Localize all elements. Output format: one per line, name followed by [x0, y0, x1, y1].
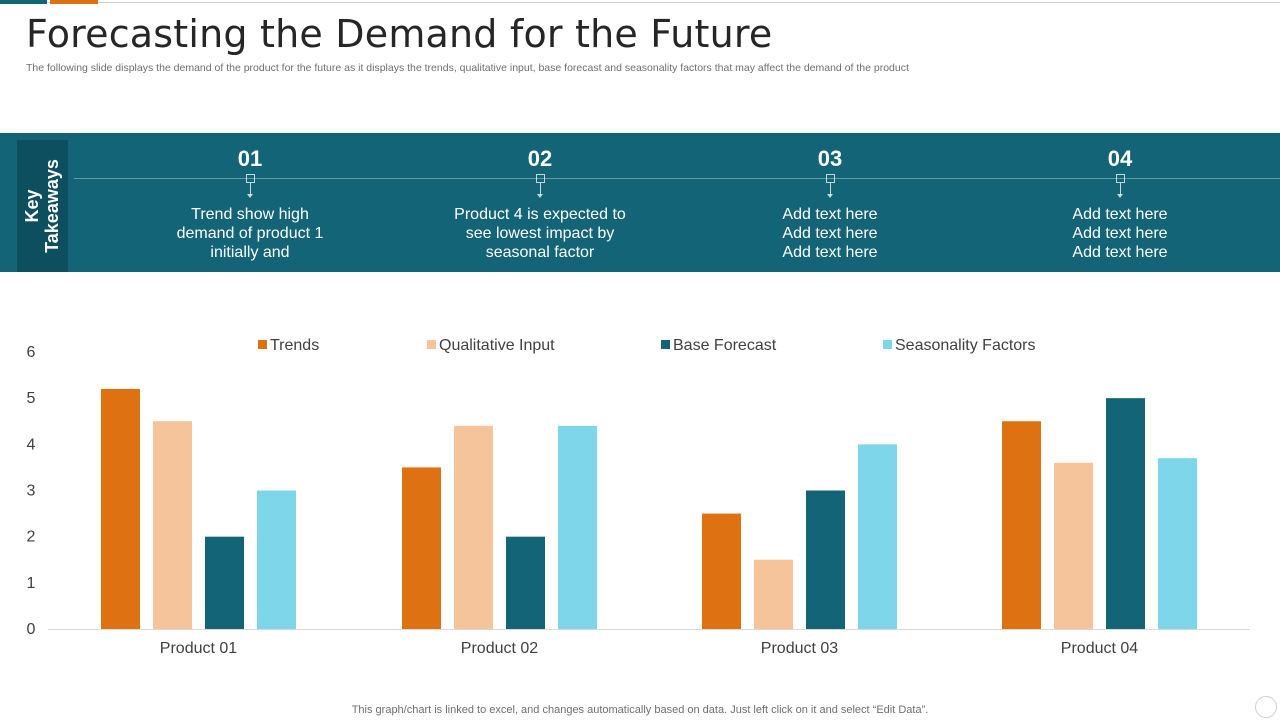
accent-bar-orange	[50, 0, 98, 4]
square-marker-icon	[535, 174, 545, 183]
takeaway-2: 02 Product 4 is expected to see lowest i…	[440, 145, 640, 262]
bar-qualitative-input[interactable]	[454, 425, 493, 629]
legend-label: Qualitative Input	[439, 337, 555, 354]
y-tick-label: 5	[27, 390, 36, 407]
x-tick-label: Product 04	[1061, 640, 1138, 657]
demand-bar-chart[interactable]: 0 1 2 3 4 5 6 Product 01 Product 02 Product 03 Pro…	[0, 330, 1280, 670]
legend-swatch	[427, 340, 436, 349]
legend-label: Seasonality Factors	[895, 337, 1036, 354]
bar-qualitative-input[interactable]	[1054, 462, 1093, 629]
takeaways-band	[0, 133, 1280, 272]
y-tick-label: 2	[27, 529, 36, 546]
square-marker-icon	[825, 174, 835, 183]
key-takeaways-heading: Key Takeaways	[22, 159, 62, 253]
bar-seasonality-factors[interactable]	[1158, 458, 1197, 629]
x-tick-label: Product 02	[461, 640, 538, 657]
bar-base-forecast[interactable]	[806, 490, 845, 630]
bar-qualitative-input[interactable]	[153, 421, 192, 629]
bar-base-forecast[interactable]	[506, 536, 545, 629]
legend-label: Trends	[270, 337, 319, 354]
takeaway-number: 02	[527, 146, 553, 171]
bar-trends[interactable]	[1002, 421, 1041, 629]
takeaway-text: Add text here Add text here Add text her…	[1072, 206, 1168, 261]
x-tick-label: Product 03	[761, 640, 838, 657]
x-tick-label: Product 01	[160, 640, 237, 657]
bar-base-forecast[interactable]	[1106, 398, 1145, 629]
takeaway-3: 03 Add text here Add text here Add text …	[730, 145, 930, 262]
y-tick-label: 1	[27, 575, 36, 592]
bar-qualitative-input[interactable]	[754, 559, 793, 629]
takeaway-1: 01 Trend show high demand of product 1 i…	[150, 145, 350, 262]
y-tick-label: 3	[27, 483, 36, 500]
square-marker-icon	[245, 174, 255, 183]
takeaways-connector-line	[74, 178, 1280, 179]
footnote: This graph/chart is linked to excel, and…	[351, 704, 929, 716]
legend-label: Base Forecast	[673, 337, 777, 354]
legend-swatch	[258, 340, 267, 349]
bar-seasonality-factors[interactable]	[257, 490, 296, 630]
square-marker-icon	[1115, 174, 1125, 183]
takeaway-text: Product 4 is expected to see lowest impa…	[454, 206, 626, 261]
bar-base-forecast[interactable]	[205, 536, 244, 629]
arrow-down-icon	[826, 183, 833, 198]
arrow-down-icon	[1116, 183, 1123, 198]
takeaway-text: Trend show high demand of product 1 init…	[176, 206, 324, 261]
bar-seasonality-factors[interactable]	[858, 444, 897, 629]
top-rule	[0, 2, 1280, 3]
bar-trends[interactable]	[101, 388, 140, 629]
accent-bar-teal	[0, 0, 47, 4]
bar-seasonality-factors[interactable]	[558, 425, 597, 629]
page-title: Forecasting the Demand for the Future	[26, 12, 773, 56]
takeaway-number: 01	[237, 146, 263, 171]
bar-trends[interactable]	[402, 467, 441, 629]
bar-trends[interactable]	[702, 513, 741, 629]
arrow-down-icon	[246, 183, 253, 198]
y-tick-label: 4	[27, 436, 36, 453]
legend-swatch	[661, 340, 670, 349]
y-tick-label: 0	[27, 621, 36, 638]
takeaway-number: 03	[817, 146, 843, 171]
takeaway-number: 04	[1107, 146, 1133, 171]
y-tick-label: 6	[27, 344, 36, 361]
takeaway-text: Add text here Add text here Add text her…	[782, 206, 878, 261]
legend-swatch	[883, 340, 892, 349]
takeaway-4: 04 Add text here Add text here Add text …	[1020, 145, 1220, 262]
arrow-down-icon	[536, 183, 543, 198]
key-takeaways-box	[17, 140, 68, 272]
slide-nav-circle-icon[interactable]	[1255, 696, 1277, 718]
page-subtitle: The following slide displays the demand …	[26, 62, 909, 74]
